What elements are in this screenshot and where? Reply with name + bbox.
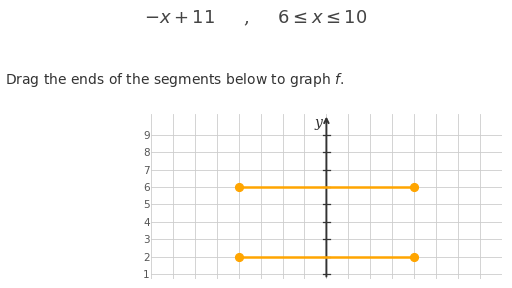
- Text: $-x + 11$     ,     $6 \leq x \leq 10$: $-x + 11$ , $6 \leq x \leq 10$: [144, 9, 368, 29]
- Text: Drag the ends of the segments below to graph $f$.: Drag the ends of the segments below to g…: [5, 71, 344, 90]
- Text: y: y: [315, 116, 323, 130]
